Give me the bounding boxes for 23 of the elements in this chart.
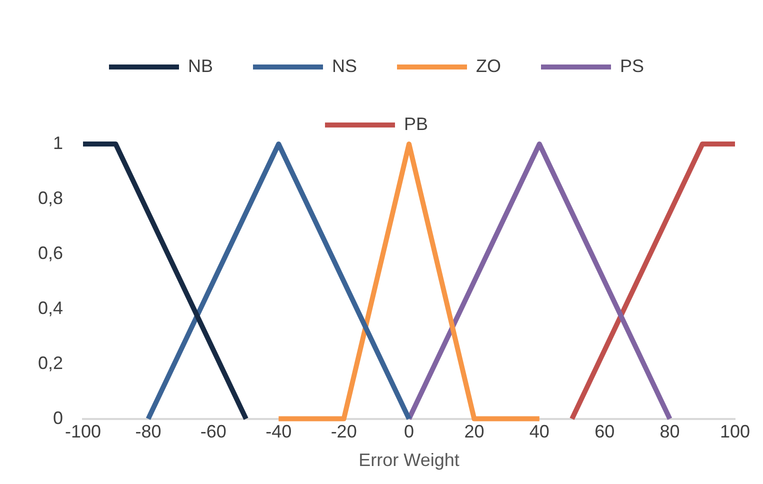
legend-label: PB — [404, 114, 428, 134]
x-tick-label: -40 — [266, 422, 292, 442]
x-tick-label: 80 — [660, 422, 680, 442]
x-tick-label: 20 — [464, 422, 484, 442]
x-tick-label: 0 — [404, 422, 414, 442]
y-tick-label: 0 — [53, 408, 64, 428]
legend-label: ZO — [476, 56, 501, 76]
y-tick-label: 0,4 — [38, 298, 64, 318]
y-tick-label: 0,6 — [38, 242, 64, 263]
legend-label: NB — [188, 56, 214, 76]
x-tick-label: 60 — [594, 422, 615, 442]
x-tick-label: -20 — [330, 422, 357, 442]
x-tick-label: -100 — [65, 422, 102, 442]
legend-label: NS — [332, 56, 358, 76]
x-tick-label: -80 — [135, 422, 162, 442]
x-tick-label: -60 — [200, 422, 226, 442]
x-tick-label: 100 — [720, 422, 750, 442]
legend-label: PS — [620, 56, 644, 76]
x-axis-title: Error Weight — [358, 450, 460, 470]
y-tick-label: 1 — [53, 132, 64, 153]
y-tick-label: 0,2 — [38, 352, 64, 373]
x-tick-label: 40 — [529, 422, 550, 442]
y-tick-label: 0,8 — [38, 188, 64, 208]
